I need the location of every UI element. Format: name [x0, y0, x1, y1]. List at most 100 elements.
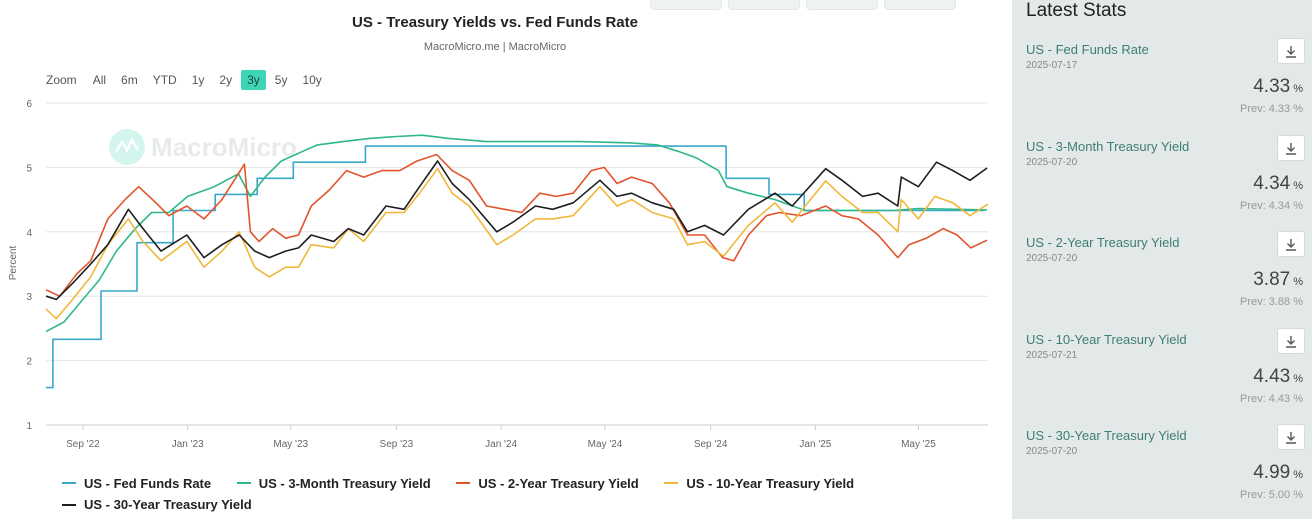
- legend-label: US - 30-Year Treasury Yield: [84, 497, 252, 512]
- stat-date: 2025-07-20: [1026, 446, 1078, 457]
- axis-layer: 1 2 3 4 5 6 Sep '22 Jan '23 May '23 Sep '23 Jan '2…: [26, 99, 988, 450]
- stat-value: 3.87: [1253, 269, 1291, 290]
- download-button[interactable]: [1277, 231, 1305, 257]
- top-tab[interactable]: [806, 0, 878, 10]
- stat-unit: %: [1293, 83, 1303, 95]
- top-tab[interactable]: [884, 0, 956, 10]
- stat-card-3-month: US - 3-Month Treasury Yield 2025-07-20 4…: [1026, 135, 1309, 235]
- stat-name[interactable]: US - 10-Year Treasury Yield: [1026, 332, 1187, 347]
- stat-prev: Prev: 3.88 %: [1240, 296, 1303, 308]
- stat-prev: Prev: 4.43 %: [1240, 393, 1303, 405]
- stat-value: 4.99: [1253, 462, 1291, 483]
- stat-card-fed-funds: US - Fed Funds Rate 2025-07-17 4.33% Pre…: [1026, 38, 1309, 138]
- stat-date: 2025-07-21: [1026, 350, 1078, 361]
- stat-name[interactable]: US - 3-Month Treasury Yield: [1026, 139, 1190, 154]
- watermark: MacroMicro: [109, 129, 297, 165]
- stat-date: 2025-07-20: [1026, 253, 1078, 264]
- stat-prev: Prev: 4.33 %: [1240, 103, 1303, 115]
- x-tick-label: Sep '24: [694, 439, 728, 450]
- download-button[interactable]: [1277, 135, 1305, 161]
- zoom-5y-button[interactable]: 5y: [274, 73, 288, 87]
- zoom-2y-button[interactable]: 2y: [219, 73, 233, 87]
- legend-item-10-year[interactable]: US - 10-Year Treasury Yield: [664, 473, 854, 494]
- zoom-1y-button[interactable]: 1y: [191, 73, 205, 87]
- series-line-us-30-year-treasury-yield[interactable]: [45, 160, 988, 301]
- download-icon: [1286, 238, 1296, 251]
- legend-label: US - 2-Year Treasury Yield: [478, 475, 639, 491]
- y-tick-label: 6: [26, 99, 32, 110]
- legend-item-fed-funds[interactable]: US - Fed Funds Rate: [62, 473, 211, 494]
- legend-item-2-year[interactable]: US - 2-Year Treasury Yield: [456, 473, 639, 494]
- series-line-us-2-year-treasury-yield[interactable]: [45, 153, 988, 297]
- stat-value-row: 4.34%: [1253, 173, 1303, 195]
- download-icon: [1286, 45, 1296, 58]
- legend-swatch: [62, 503, 76, 506]
- download-icon: [1286, 335, 1296, 348]
- zoom-all-button[interactable]: All: [92, 73, 107, 87]
- stat-prev: Prev: 5.00 %: [1240, 489, 1303, 501]
- stat-prev: Prev: 4.34 %: [1240, 200, 1303, 212]
- download-button[interactable]: [1277, 328, 1305, 354]
- x-tick-label: Sep '23: [380, 439, 414, 450]
- y-axis-title: Percent: [8, 246, 19, 281]
- chart-subtitle: MacroMicro.me | MacroMicro: [423, 41, 567, 53]
- x-tick-label: May '24: [588, 439, 623, 450]
- stat-unit: %: [1293, 276, 1303, 288]
- zoom-bar: Zoom All 6m YTD 1y 2y 3y 5y 10y: [46, 70, 331, 90]
- download-icon: [1286, 431, 1296, 444]
- line-chart: MacroMicro 1 2 3 4 5 6 Sep '22 Jan '23 May '23 Se…: [8, 99, 989, 450]
- stat-card-10-year: US - 10-Year Treasury Yield 2025-07-21 4…: [1026, 328, 1309, 428]
- zoom-10y-button[interactable]: 10y: [302, 73, 322, 87]
- legend: US - Fed Funds Rate US - 3-Month Treasur…: [62, 472, 962, 515]
- zoom-3y-button[interactable]: 3y: [241, 70, 266, 90]
- x-tick-label: Jan '24: [485, 439, 517, 450]
- legend-swatch: [664, 482, 679, 484]
- stat-value: 4.34: [1253, 173, 1291, 194]
- legend-swatch: [236, 482, 251, 484]
- chart-title: US - Treasury Yields vs. Fed Funds Rate: [352, 14, 638, 31]
- legend-label: US - Fed Funds Rate: [84, 475, 212, 491]
- watermark-logo-mark: [114, 137, 140, 153]
- x-tick-label: Jan '23: [172, 439, 204, 450]
- stat-value-row: 4.99%: [1253, 462, 1303, 484]
- chart-panel: US - Treasury Yields vs. Fed Funds Rate …: [8, 0, 989, 515]
- stat-value-row: 4.33%: [1253, 76, 1303, 98]
- stat-card-2-year: US - 2-Year Treasury Yield 2025-07-20 3.…: [1026, 231, 1309, 331]
- top-tab-strip: [650, 0, 956, 10]
- stats-title: Latest Stats: [1026, 0, 1127, 21]
- top-tab[interactable]: [728, 0, 800, 10]
- series-line-us-10-year-treasury-yield[interactable]: [45, 167, 989, 320]
- legend-swatch: [62, 482, 76, 484]
- stat-unit: %: [1293, 373, 1303, 385]
- download-button[interactable]: [1277, 424, 1305, 450]
- stat-value: 4.33: [1253, 76, 1291, 97]
- zoom-label: Zoom: [46, 73, 77, 87]
- stat-name[interactable]: US - Fed Funds Rate: [1026, 42, 1149, 57]
- legend-item-30-year[interactable]: US - 30-Year Treasury Yield: [62, 494, 252, 515]
- series-line-us-3-month-treasury-yield[interactable]: [45, 134, 988, 333]
- top-tab[interactable]: [650, 0, 722, 10]
- x-tick-label: May '25: [901, 439, 936, 450]
- zoom-6m-button[interactable]: 6m: [121, 73, 138, 87]
- y-tick-label: 3: [26, 292, 32, 303]
- download-icon: [1286, 142, 1296, 155]
- stat-unit: %: [1293, 180, 1303, 192]
- stat-unit: %: [1293, 469, 1303, 481]
- series-layer: [45, 134, 989, 389]
- stat-value-row: 4.43%: [1253, 366, 1303, 388]
- legend-item-3-month[interactable]: US - 3-Month Treasury Yield: [236, 473, 431, 494]
- legend-swatch: [456, 482, 471, 484]
- legend-label: US - 10-Year Treasury Yield: [686, 475, 855, 491]
- legend-label: US - 3-Month Treasury Yield: [258, 475, 431, 491]
- stat-name[interactable]: US - 30-Year Treasury Yield: [1026, 428, 1187, 443]
- y-tick-label: 1: [26, 421, 32, 432]
- x-tick-label: Sep '22: [66, 439, 100, 450]
- stat-value-row: 3.87%: [1253, 269, 1303, 291]
- zoom-ytd-button[interactable]: YTD: [152, 73, 177, 87]
- latest-stats-panel: Latest Stats US - Fed Funds Rate 2025-07…: [1012, 0, 1312, 519]
- y-tick-label: 2: [26, 357, 32, 368]
- download-button[interactable]: [1277, 38, 1305, 64]
- stat-name[interactable]: US - 2-Year Treasury Yield: [1026, 235, 1180, 250]
- stat-card-30-year: US - 30-Year Treasury Yield 2025-07-20 4…: [1026, 424, 1309, 524]
- stat-value: 4.43: [1253, 366, 1291, 387]
